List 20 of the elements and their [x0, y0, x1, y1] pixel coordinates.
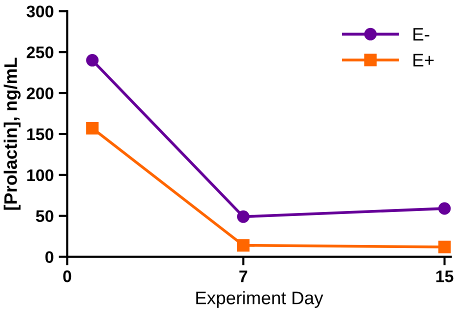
point	[438, 240, 451, 254]
y-tick-label: 200	[26, 87, 54, 100]
point	[438, 202, 451, 215]
legend-label: E+	[413, 54, 434, 66]
legend-label: E-	[413, 28, 430, 40]
x-axis-title: Experiment Day	[196, 291, 324, 308]
y-tick-label: 150	[27, 128, 54, 140]
y-tick-label: 250	[26, 46, 54, 58]
y-tick-label: 0	[45, 251, 54, 263]
y-tick-label: 100	[27, 169, 54, 182]
x-tick-label: 15	[436, 270, 454, 282]
point	[237, 239, 250, 252]
point	[237, 210, 250, 223]
point	[86, 54, 99, 67]
point	[86, 122, 99, 134]
y-tick-label: 300	[26, 6, 54, 18]
x-tick-label: 7	[239, 270, 248, 282]
y-tick-label: 50	[36, 210, 54, 222]
x-tick-label: 0	[63, 270, 72, 282]
y-axis-title: [Prolactin], ng/mL	[4, 58, 21, 210]
